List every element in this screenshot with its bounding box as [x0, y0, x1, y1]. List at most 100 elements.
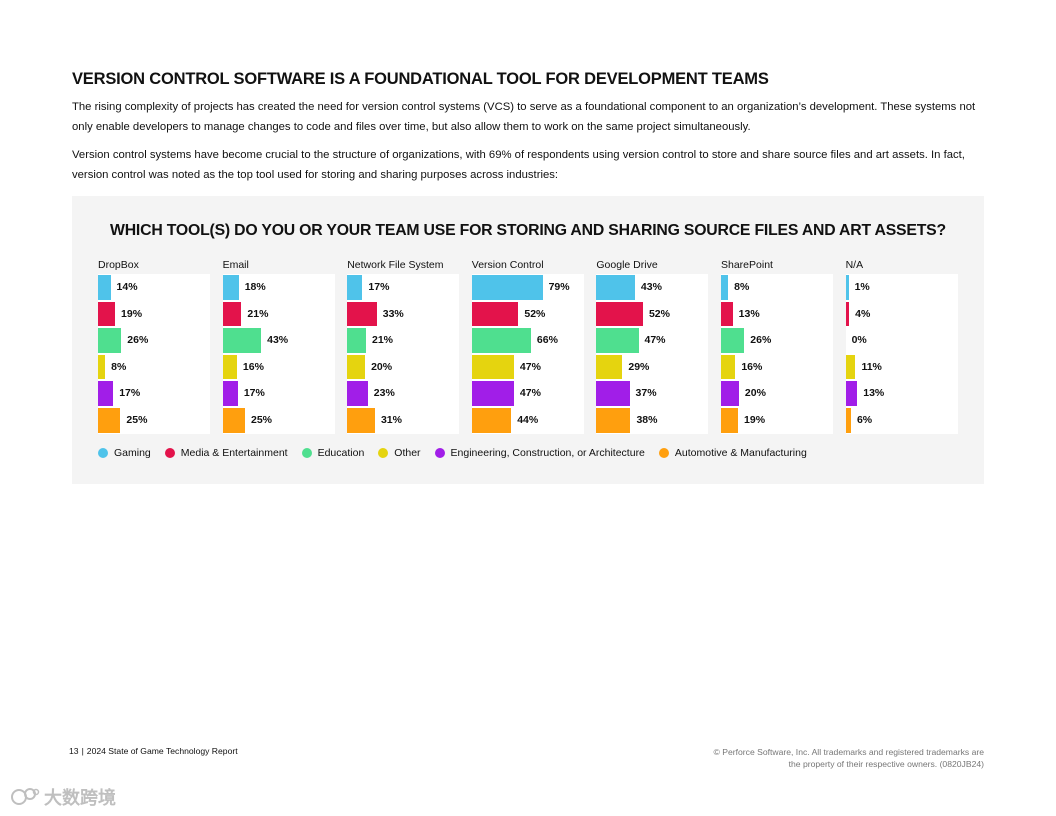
legend-label: Automotive & Manufacturing [674, 447, 807, 459]
bar [845, 381, 858, 406]
bar [471, 354, 514, 380]
bar-value-label: 79% [548, 281, 570, 293]
bar [471, 408, 512, 433]
legend-label: Education [317, 447, 365, 459]
bar [596, 328, 639, 353]
bar-row: 33% [347, 301, 459, 328]
bar-value-label: 13% [863, 387, 885, 400]
bar [222, 301, 242, 327]
panel-label: Google Drive [596, 259, 658, 271]
bar-value-label: 16% [242, 360, 264, 373]
bar [845, 408, 851, 433]
bar-row: 44% [471, 407, 584, 434]
panel-rows: 17% 33% 21% 20% 23% 31% [347, 274, 460, 434]
bar-row: 21% [222, 301, 335, 328]
bar [222, 381, 238, 406]
bar-row: 79% [471, 274, 584, 301]
bar-row: 47% [471, 380, 584, 407]
panel-rows: 43% 52% 47% 29% 37% 38% [596, 274, 709, 434]
bar-row: 13% [721, 301, 833, 328]
bar-value-label: 16% [741, 360, 763, 373]
bar [98, 408, 121, 433]
bar [347, 381, 368, 406]
bar [596, 354, 623, 380]
bar-row: 16% [222, 354, 335, 381]
bar-row: 23% [347, 380, 459, 407]
bar-value-label: 43% [640, 281, 662, 293]
bar-row: 26% [721, 327, 833, 354]
panel-n-a: N/A 1% 4% 0% 11% 13% 6% [845, 256, 958, 436]
bar [347, 275, 363, 300]
bar-row: 6% [845, 407, 958, 434]
legend-swatch [378, 448, 389, 458]
bar-value-label: 14% [116, 281, 138, 293]
panel-rows: 1% 4% 0% 11% 13% 6% [845, 274, 958, 434]
bar-value-label: 52% [524, 307, 546, 320]
watermark: 大数跨境 [10, 784, 116, 810]
bar [721, 381, 739, 406]
bar-value-label: 1% [854, 281, 870, 293]
bar-value-label: 33% [382, 307, 404, 320]
panel-rows: 79% 52% 66% 47% 47% 44% [471, 274, 584, 434]
legend-swatch [434, 448, 445, 458]
bar-row: 19% [721, 407, 833, 434]
bar-row: 52% [596, 301, 708, 328]
bar-row: 8% [98, 354, 210, 381]
bar-value-label: 17% [119, 387, 141, 400]
bar-value-label: 47% [644, 334, 666, 347]
legend-item: Gaming [98, 447, 151, 459]
legend-swatch [98, 448, 108, 458]
bar-row: 20% [347, 354, 459, 381]
panel-google-drive: Google Drive 43% 52% 47% 29% 37% 38% [596, 256, 709, 436]
watermark-logo-icon [11, 788, 40, 805]
bar-row: 25% [98, 407, 210, 434]
bar-value-label: 29% [628, 360, 650, 373]
watermark-text: 大数跨境 [44, 788, 116, 808]
bar-value-label: 6% [856, 414, 873, 426]
bar-row: 26% [98, 327, 210, 354]
chart-title: WHICH TOOL(S) DO YOU OR YOUR TEAM USE FO… [110, 222, 946, 239]
panel-rows: 18% 21% 43% 16% 17% 25% [222, 274, 335, 434]
bar [845, 275, 849, 300]
legend-item: Education [301, 447, 365, 459]
bar-value-label: 8% [111, 360, 127, 373]
bar-row: 25% [222, 407, 335, 434]
legend-swatch [658, 448, 669, 458]
panel-version-control: Version Control 79% 52% 66% 47% 47% 44% [471, 256, 584, 436]
report-name: 2024 State of Game Technology Report [86, 746, 238, 756]
chart-small-multiples: DropBox 14% 19% 26% 8% 17% 25% Email 18% 21% 43% 16… [98, 256, 968, 436]
legend-swatch [164, 448, 175, 458]
page-title: VERSION CONTROL SOFTWARE IS A FOUNDATION… [72, 70, 769, 88]
intro-paragraph: The rising complexity of projects has cr… [72, 101, 976, 133]
bar [471, 328, 531, 353]
panel-label: N/A [845, 259, 864, 271]
bar-value-label: 52% [648, 307, 670, 320]
bar-value-label: 21% [247, 307, 269, 320]
legend-item: Other [378, 447, 421, 459]
chart-legend: Gaming Media & Entertainment Education Othe… [98, 447, 821, 459]
bar-row: 47% [471, 354, 584, 381]
bar [721, 275, 729, 300]
bar-value-label: 23% [373, 387, 395, 400]
bar-value-label: 43% [267, 334, 289, 347]
bar [471, 301, 519, 327]
bar [222, 408, 245, 433]
bar-row: 17% [98, 380, 210, 407]
legend-swatch [301, 448, 312, 458]
legend-item: Engineering, Construction, or Architectu… [434, 447, 645, 459]
bar-value-label: 25% [126, 414, 148, 426]
bar-row: 4% [845, 301, 958, 328]
bar-row: 52% [471, 301, 584, 328]
bar [721, 301, 733, 327]
panel-label: SharePoint [721, 259, 773, 271]
bar-row: 13% [845, 380, 958, 407]
bar-value-label: 11% [861, 360, 882, 373]
bar [98, 275, 111, 300]
bar [596, 301, 643, 327]
bar-row: 66% [471, 327, 584, 354]
bar-row: 31% [347, 407, 459, 434]
bar-value-label: 38% [636, 414, 658, 426]
bar [721, 354, 736, 380]
bar-value-label: 37% [635, 387, 657, 400]
bar-value-label: 19% [744, 414, 766, 426]
